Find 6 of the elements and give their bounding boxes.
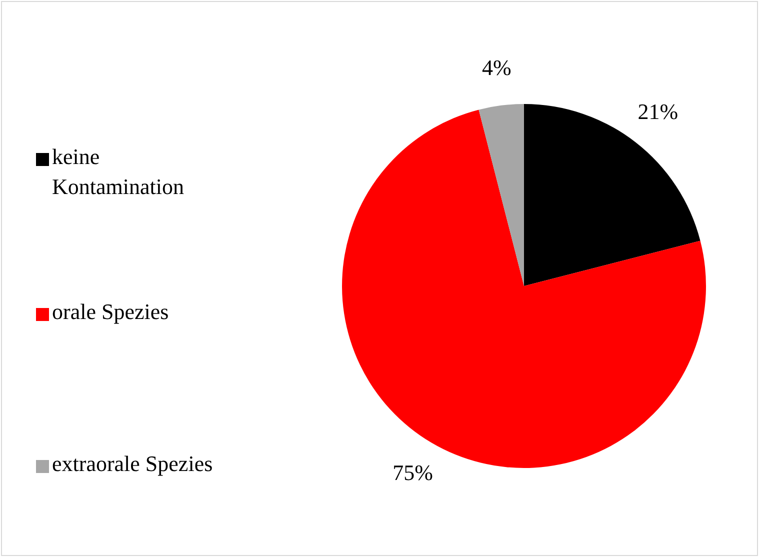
data-label: 21%: [638, 99, 678, 124]
data-label: 75%: [392, 460, 433, 485]
legend-label: extraorale Spezies: [52, 450, 214, 478]
legend-label: keine Kontamination: [52, 143, 185, 201]
legend-label: orale Spezies: [52, 298, 170, 326]
data-label: 4%: [482, 55, 512, 80]
